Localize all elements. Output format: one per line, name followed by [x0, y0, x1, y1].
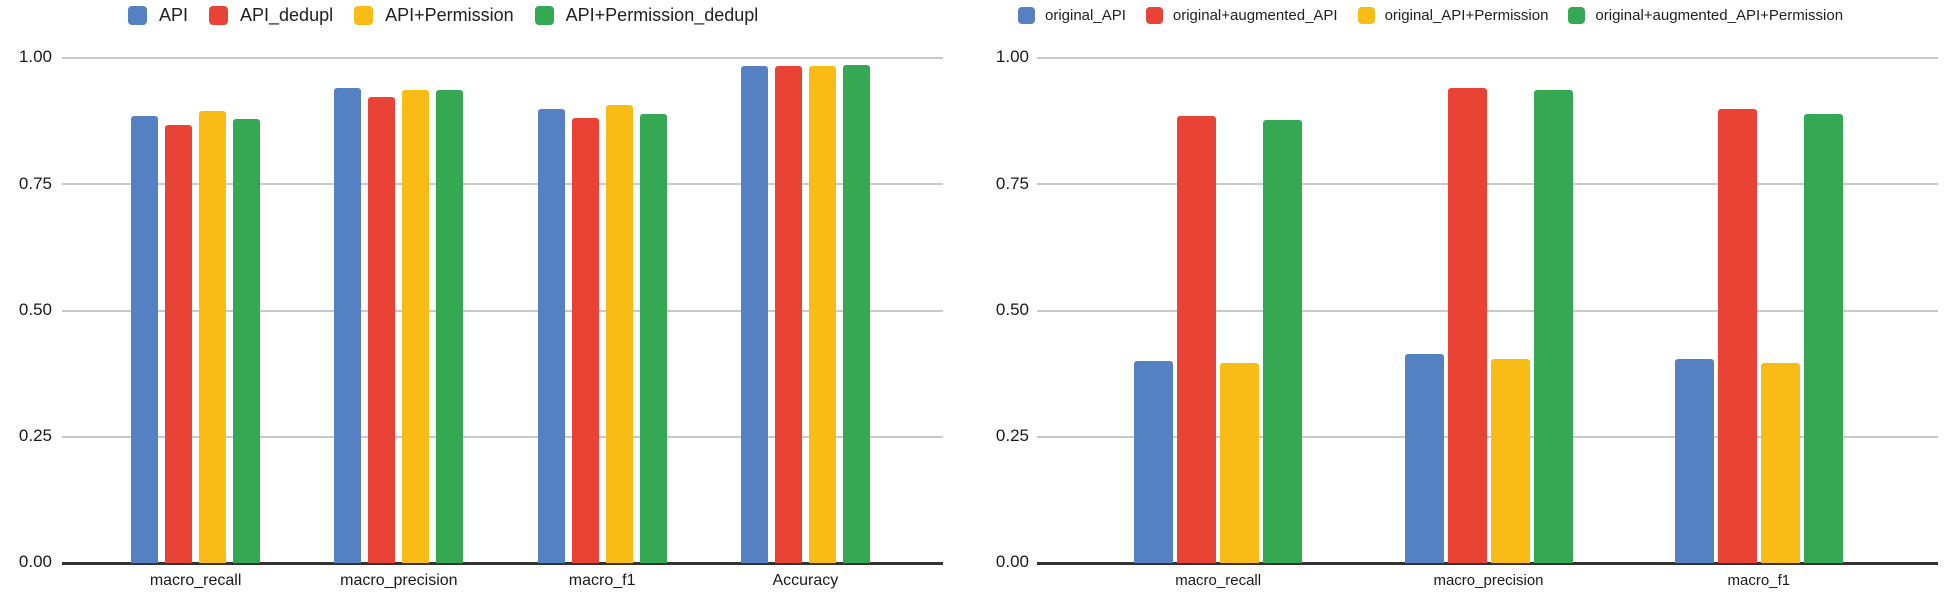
- y-tick-label: 0.25: [18, 426, 52, 446]
- bar-macro_precision-original-augmented-api: [1447, 87, 1487, 563]
- legend-swatch-icon: [1357, 7, 1375, 24]
- legend-label: API+Permission: [385, 5, 514, 25]
- x-category-label: Accuracy: [772, 572, 839, 589]
- x-category-label: macro_recall: [1175, 572, 1262, 589]
- bar-macro_f1-api-dedupl: [571, 118, 599, 563]
- bar-macro_f1-api-permission-dedupl: [639, 113, 667, 563]
- bar-macro_f1-original-api: [1674, 358, 1714, 563]
- legend-swatch-icon: [128, 6, 147, 25]
- y-tick-label: 0.50: [18, 299, 52, 319]
- y-tick-label: 1.00: [995, 47, 1029, 67]
- legend-swatch-icon: [1568, 7, 1586, 24]
- x-category-label: macro_precision: [1433, 572, 1544, 589]
- legend-label: API_dedupl: [240, 5, 334, 25]
- gridline: [1037, 435, 1938, 438]
- bar-macro_precision-api-permission-dedupl: [436, 90, 464, 563]
- legend-item-api-dedupl: API_dedupl: [209, 5, 333, 26]
- bar-macro_precision-api-permission: [402, 89, 430, 563]
- legend-swatch-icon: [1145, 7, 1163, 24]
- bar-Accuracy-api-dedupl: [774, 66, 802, 563]
- bar-Accuracy-api-permission: [808, 65, 836, 563]
- legend: API API_dedupl API+Permission API+Permissio…: [128, 5, 758, 26]
- y-tick-label: 0.00: [18, 552, 52, 572]
- legend: original_API original+augmented_API origin…: [1018, 7, 1843, 24]
- legend-item-original-api: original_API: [1018, 7, 1126, 24]
- bar-macro_recall-original-api-permission: [1220, 363, 1260, 563]
- x-category-label: macro_recall: [149, 572, 242, 589]
- bar-macro_recall-api-permission-dedupl: [233, 119, 261, 563]
- legend-item-original-api-permission: original_API+Permission: [1357, 7, 1549, 24]
- legend-item-original-augmented-api: original+augmented_API: [1145, 7, 1338, 24]
- y-tick-label: 1.00: [18, 47, 52, 67]
- legend-label: original+augmented_API: [1172, 7, 1338, 24]
- bar-macro_precision-original-api-permission: [1490, 358, 1530, 563]
- bar-Accuracy-api: [740, 65, 768, 563]
- bar-macro_recall-api-dedupl: [165, 125, 193, 563]
- bar-macro_f1-api-permission: [605, 105, 633, 563]
- bar-macro_f1-original-api-permission: [1760, 362, 1800, 563]
- legend-label: API+Permission_dedupl: [565, 5, 759, 25]
- bar-Accuracy-api-permission-dedupl: [842, 65, 870, 563]
- bar-macro_recall-original-augmented-api-permission: [1263, 119, 1303, 563]
- x-category-label: macro_precision: [340, 572, 458, 589]
- gridline: [62, 57, 943, 59]
- legend-label: original_API: [1045, 7, 1126, 24]
- bar-macro_precision-original-api: [1404, 353, 1444, 563]
- x-axis-line: [1037, 562, 1938, 565]
- y-tick-label: 0.00: [995, 552, 1029, 572]
- bar-macro_recall-original-api: [1134, 361, 1174, 563]
- chart-left-bar-chart: API API_dedupl API+Permission API+Permissio…: [0, 0, 970, 603]
- x-category-label: macro_f1: [568, 572, 636, 589]
- legend-label: original+augmented_API+Permission: [1595, 7, 1844, 24]
- legend-label: original_API+Permission: [1384, 7, 1549, 24]
- gridline: [62, 309, 943, 312]
- chart-right-bar-chart: original_API original+augmented_API origin…: [975, 0, 1945, 603]
- bar-macro_precision-api: [334, 87, 362, 563]
- legend-swatch-icon: [209, 6, 229, 25]
- bar-macro_f1-original-augmented-api: [1717, 109, 1757, 563]
- x-category-label: macro_f1: [1727, 572, 1791, 589]
- y-tick-label: 0.50: [995, 299, 1029, 319]
- bar-macro_f1-original-augmented-api-permission: [1803, 114, 1843, 563]
- gridline: [1037, 57, 1938, 59]
- legend-item-api-permission: API+Permission: [354, 5, 514, 26]
- legend-swatch-icon: [354, 6, 374, 25]
- y-tick-label: 0.75: [18, 173, 52, 193]
- gridline: [1037, 183, 1938, 186]
- bar-macro_recall-api: [131, 116, 159, 563]
- bar-macro_f1-api: [537, 109, 565, 563]
- bar-macro_recall-api-permission: [199, 111, 227, 563]
- y-tick-label: 0.25: [995, 426, 1029, 446]
- bar-macro_precision-api-dedupl: [368, 97, 396, 563]
- bar-macro_precision-original-augmented-api-permission: [1533, 89, 1573, 563]
- gridline: [62, 435, 943, 438]
- x-axis-line: [62, 562, 943, 565]
- bar-macro_recall-original-augmented-api: [1177, 116, 1217, 563]
- legend-swatch-icon: [534, 6, 554, 25]
- gridline: [62, 183, 943, 186]
- legend-item-original-augmented-api-permission: original+augmented_API+Permission: [1568, 7, 1843, 24]
- legend-label: API: [159, 5, 189, 25]
- legend-swatch-icon: [1018, 7, 1035, 24]
- legend-item-api-permission-dedupl: API+Permission_dedupl: [534, 5, 759, 26]
- gridline: [1037, 309, 1938, 312]
- y-tick-label: 0.75: [995, 173, 1029, 193]
- legend-item-api: API: [128, 5, 188, 26]
